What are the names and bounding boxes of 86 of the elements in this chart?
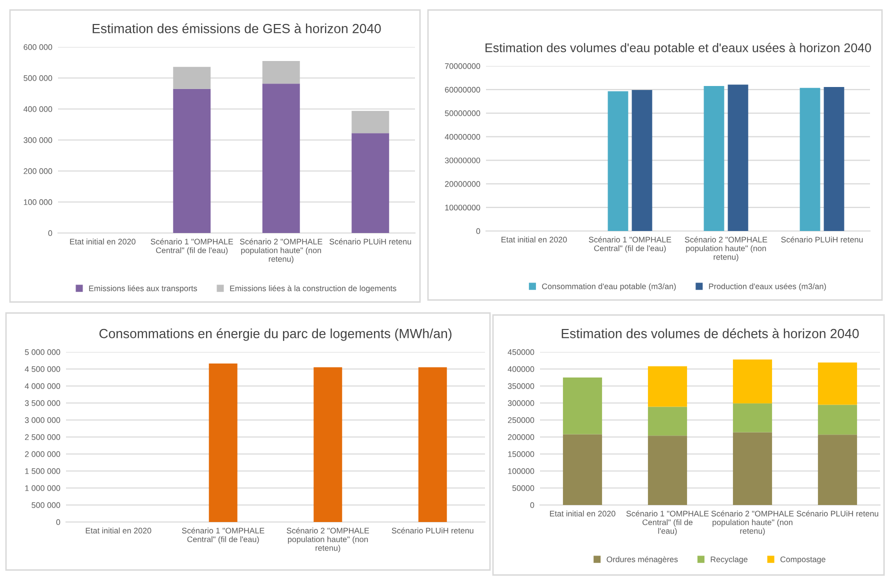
bar bbox=[818, 404, 858, 435]
bar bbox=[648, 366, 688, 407]
y-tick-label: 500 000 bbox=[24, 75, 52, 81]
x-tick-label: Scénario PLUiH retenu bbox=[796, 510, 878, 516]
y-tick-label: 50000000 bbox=[444, 110, 480, 116]
bar bbox=[648, 436, 688, 505]
bar bbox=[262, 60, 300, 84]
y-tick-label: 0 bbox=[476, 228, 480, 234]
y-tick-label: 50000 bbox=[512, 485, 534, 491]
x-tick-label: Scénario PLUiH retenu bbox=[392, 527, 474, 534]
chart-title: Estimation des volumes de déchets à horizon 2040 bbox=[562, 328, 859, 338]
y-tick-label: 2 000 000 bbox=[25, 451, 60, 457]
bar bbox=[728, 84, 748, 231]
x-tick-label: Scénario 1 "OMPHALE Central" (fil de l'eau) bbox=[182, 527, 264, 544]
x-tick-label: Scénario 2 "OMPHALE population haute" (non retenu) bbox=[711, 510, 794, 536]
chart-title: Estimation des émissions de GES à horizon 2040 bbox=[92, 23, 381, 34]
y-tick-label: 30000000 bbox=[444, 158, 480, 164]
legend-label: Compostage bbox=[780, 556, 826, 564]
bar bbox=[800, 88, 820, 231]
y-tick-label: 500 000 bbox=[32, 502, 60, 508]
x-tick-label: Etat initial en 2020 bbox=[86, 528, 152, 534]
bar bbox=[352, 110, 390, 134]
x-tick-label: Scénario PLUiH retenu bbox=[781, 236, 863, 242]
y-tick-label: 200 000 bbox=[24, 168, 52, 174]
y-tick-label: 150000 bbox=[508, 451, 534, 457]
y-tick-label: 300 000 bbox=[24, 137, 52, 143]
x-tick-label: Scénario PLUiH retenu bbox=[330, 238, 412, 244]
x-tick-label: Etat initial en 2020 bbox=[550, 510, 616, 516]
bar bbox=[562, 378, 602, 434]
y-tick-label: 20000000 bbox=[445, 181, 480, 187]
y-tick-label: 300000 bbox=[508, 400, 534, 406]
bar bbox=[608, 91, 628, 231]
y-tick-label: 2 500 000 bbox=[25, 434, 60, 440]
y-tick-label: 400000 bbox=[508, 366, 534, 372]
y-tick-label: 4 000 000 bbox=[24, 383, 60, 389]
bar bbox=[704, 86, 724, 231]
bar bbox=[824, 86, 844, 231]
bar bbox=[562, 434, 602, 505]
bar bbox=[732, 403, 772, 432]
bar bbox=[818, 362, 858, 405]
bar bbox=[648, 406, 688, 436]
y-tick-label: 60000000 bbox=[445, 86, 480, 93]
y-tick-label: 1 500 000 bbox=[25, 468, 60, 474]
bar bbox=[352, 133, 390, 233]
y-tick-label: 450000 bbox=[508, 349, 534, 355]
y-tick-label: 0 bbox=[530, 502, 534, 508]
bar bbox=[632, 90, 652, 231]
y-tick-label: 400 000 bbox=[24, 106, 52, 112]
x-tick-label: Scénario 2 "OMPHALE population haute" (non retenu) bbox=[684, 236, 768, 262]
bar bbox=[732, 432, 772, 505]
bar bbox=[262, 84, 300, 233]
bar bbox=[818, 434, 858, 505]
y-tick-label: 200000 bbox=[508, 434, 534, 440]
y-tick-label: 5 000 000 bbox=[24, 349, 60, 355]
x-tick-label: Etat initial en 2020 bbox=[502, 236, 567, 242]
legend-label: Production d'eaux usées (m3/an) bbox=[709, 283, 826, 291]
y-tick-label: 350000 bbox=[508, 383, 534, 389]
y-tick-label: 3 000 000 bbox=[24, 417, 60, 423]
legend-label: Emissions liées à la construction de logements bbox=[230, 285, 396, 293]
x-tick-label: Scénario 2 "OMPHALE population haute" (non retenu) bbox=[240, 238, 322, 264]
legend-label: Ordures ménagères bbox=[606, 556, 678, 564]
y-tick-label: 600 000 bbox=[24, 44, 52, 50]
chart-title: Consommations en énergie du parc de logements (MWh/an) bbox=[99, 328, 452, 341]
x-tick-label: Scénario 2 "OMPHALE population haute" (non retenu) bbox=[286, 527, 370, 552]
legend-label: Emissions liées aux transports bbox=[89, 285, 198, 293]
bar bbox=[173, 88, 211, 233]
y-tick-label: 0 bbox=[48, 230, 52, 236]
y-tick-label: 10000000 bbox=[445, 204, 480, 210]
x-tick-label: Scénario 1 "OMPHALE Central" (fil de l'eau) bbox=[626, 510, 709, 536]
y-tick-label: 250000 bbox=[508, 417, 534, 423]
legend-label: Consommation d'eau potable (m3/an) bbox=[542, 283, 676, 291]
bar bbox=[732, 359, 772, 404]
y-tick-label: 1 000 000 bbox=[25, 485, 60, 491]
y-tick-label: 70000000 bbox=[445, 63, 480, 69]
x-tick-label: Scénario 1 "OMPHALE Central" (fil de l'eau) bbox=[588, 236, 672, 253]
y-tick-label: 3 500 000 bbox=[24, 400, 60, 406]
x-tick-label: Scénario 1 "OMPHALE Central" (fil de l'eau) bbox=[150, 238, 234, 255]
legend-label: Recyclage bbox=[710, 556, 748, 564]
chart-title: Estimation des volumes d'eau potable et d'eaux usées à horizon 2040 bbox=[486, 42, 872, 55]
y-tick-label: 100 000 bbox=[24, 199, 52, 205]
y-tick-label: 40000000 bbox=[444, 134, 480, 140]
y-tick-label: 100000 bbox=[508, 468, 534, 474]
bar bbox=[173, 66, 211, 89]
y-tick-label: 4 500 000 bbox=[24, 366, 60, 372]
x-tick-label: Etat initial en 2020 bbox=[70, 238, 136, 244]
y-tick-label: 0 bbox=[56, 519, 60, 525]
